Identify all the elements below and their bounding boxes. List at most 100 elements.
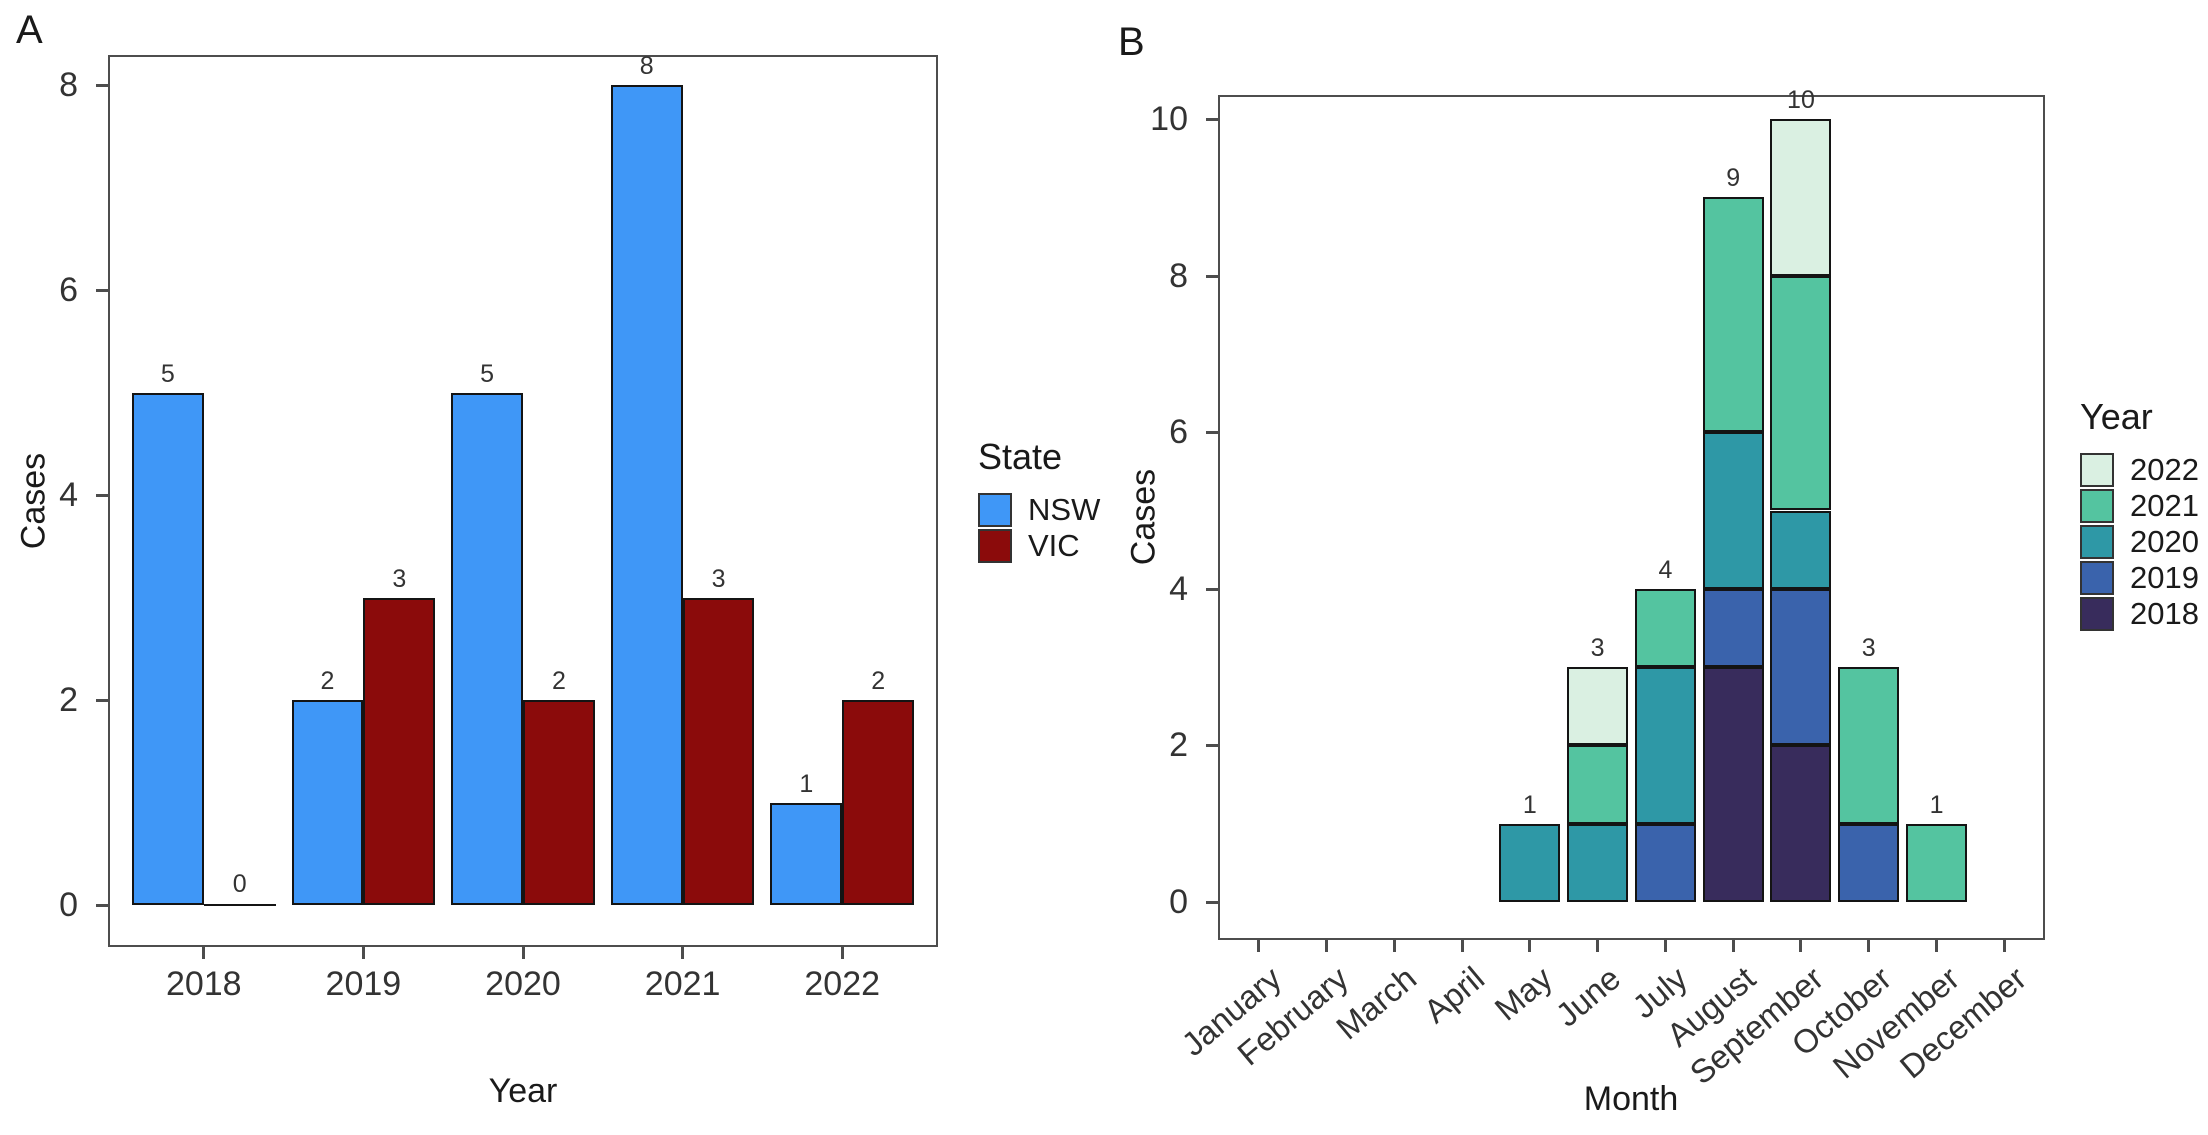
panel-b-legend-item-2021: 2021 — [2080, 488, 2199, 524]
panel-b-legend-swatch-2018 — [2080, 597, 2114, 631]
panel-a-zero-bar-vic-2018 — [203, 904, 276, 906]
panel-a-x-tick — [202, 947, 206, 959]
panel-b-plot — [1218, 95, 2045, 940]
panel-b-legend-swatch-2021 — [2080, 489, 2114, 523]
panel-a-x-tick — [361, 947, 365, 959]
panel-b-stack-total-label: 9 — [1726, 164, 1741, 193]
panel-a-bar-value-label: 3 — [392, 564, 407, 593]
panel-a-legend-item-label: VIC — [1028, 528, 1080, 563]
panel-b-legend-item-label: 2022 — [2130, 452, 2199, 487]
panel-a-y-tick — [96, 494, 108, 497]
panel-b-legend-item-label: 2019 — [2130, 560, 2199, 595]
panel-b-stack-total-label: 1 — [1522, 790, 1537, 819]
panel-b-segment-2020-july — [1634, 667, 1696, 824]
panel-b-legend-title: Year — [2080, 396, 2153, 437]
panel-a-bar-value-label: 0 — [232, 870, 247, 898]
panel-a-bar-value-label: 8 — [639, 52, 654, 80]
panel-a-bar-vic-2020 — [523, 700, 595, 905]
panel-b-legend-item-2019: 2019 — [2080, 560, 2199, 596]
panel-a-x-axis-title: Year — [488, 1072, 558, 1110]
panel-a-x-tick-label: 2020 — [485, 965, 561, 1003]
panel-a-y-tick-label: 4 — [59, 476, 78, 514]
panel-b-y-axis-title: Cases — [1124, 468, 1163, 566]
panel-b-y-tick-label: 8 — [1169, 256, 1188, 295]
panel-a-legend: State NSW VIC — [978, 436, 1100, 564]
panel-a-y-tick — [96, 699, 108, 702]
panel-a-bar-value-label: 3 — [711, 564, 726, 593]
panel-b-segment-2021-august — [1702, 197, 1764, 433]
panel-b-segment-2022-september — [1770, 119, 1832, 276]
panel-b-x-tick — [1596, 940, 1600, 952]
panel-a-bar-nsw-2019 — [291, 700, 364, 905]
panel-b-segment-2020-august — [1702, 432, 1764, 589]
panel-a-bar-value-label: 5 — [480, 359, 495, 388]
panel-b-y-tick-label: 2 — [1169, 726, 1188, 765]
panel-b-segment-2018-september — [1770, 745, 1832, 902]
panel-b-x-tick — [1460, 940, 1464, 952]
panel-a-x-tick — [681, 947, 685, 959]
panel-a-y-tick-label: 0 — [59, 886, 78, 924]
panel-b-segment-2020-may — [1499, 823, 1561, 902]
panel-b-legend-item-2022: 2022 — [2080, 452, 2199, 488]
panel-b-legend-swatch-2019 — [2080, 561, 2114, 595]
panel-a-y-tick — [96, 289, 108, 292]
panel-b-stack-total-label: 10 — [1787, 86, 1815, 114]
panel-a-legend-items: NSW VIC — [978, 492, 1100, 564]
panel-a-x-tick-label: 2019 — [325, 965, 402, 1003]
panel-a-letter: A — [16, 8, 43, 52]
panel-b-y-tick-label: 0 — [1169, 883, 1188, 921]
panel-b-x-tick — [1257, 940, 1261, 952]
panel-b-x-tick — [1731, 940, 1735, 952]
panel-b-x-tick — [1528, 940, 1532, 952]
panel-a-bar-nsw-2022 — [770, 802, 843, 905]
panel-a-bar-value-label: 2 — [871, 667, 886, 695]
panel-b-y-tick — [1206, 587, 1218, 591]
panel-a-y-tick-label: 8 — [59, 66, 78, 104]
panel-b-stack-total-label: 3 — [1861, 634, 1876, 663]
panel-b-y-tick — [1206, 274, 1218, 278]
panel-b-segment-2019-september — [1770, 588, 1832, 746]
panel-b-legend-items: 2022 2021 2020 2019 2018 — [2080, 452, 2199, 632]
panel-a-x-tick-label: 2018 — [165, 965, 242, 1003]
panel-b-y-tick — [1206, 901, 1218, 904]
panel-a-y-tick — [96, 904, 108, 907]
panel-a-x-tick-label: 2021 — [644, 965, 721, 1003]
panel-a-x-tick-label: 2022 — [804, 965, 881, 1003]
panel-b-x-axis-title: Month — [1583, 1080, 1679, 1118]
panel-b-stack-total-label: 3 — [1590, 634, 1605, 663]
panel-b-x-tick — [1663, 940, 1667, 952]
panel-a-bar-value-label: 1 — [799, 769, 814, 798]
panel-a-bar-value-label: 2 — [320, 667, 335, 695]
panel-b-y-tick — [1206, 431, 1218, 435]
panel-a-bar-value-label: 2 — [551, 667, 566, 695]
panel-b-x-tick — [1392, 940, 1396, 952]
panel-b-letter: B — [1118, 20, 1145, 64]
panel-b-segment-2022-june — [1567, 667, 1629, 746]
panel-b-stack-total-label: 1 — [1929, 790, 1944, 819]
panel-b-legend: Year 2022 2021 2020 2019 2018 — [2080, 396, 2199, 632]
panel-b-segment-2021-september — [1770, 275, 1832, 511]
panel-a-bar-nsw-2021 — [610, 85, 683, 905]
panel-a-bar-vic-2021 — [682, 597, 755, 905]
panel-a-legend-item-vic: VIC — [978, 528, 1100, 564]
panel-a-legend-swatch-vic — [978, 529, 1012, 563]
panel-a-legend-item-label: NSW — [1028, 492, 1101, 527]
panel-b-legend-swatch-2020 — [2080, 525, 2114, 559]
panel-b-segment-2021-november — [1906, 823, 1968, 902]
panel-a-legend-item-nsw: NSW — [978, 492, 1100, 528]
panel-b-y-tick-label: 6 — [1169, 413, 1188, 452]
panel-b-segment-2019-august — [1702, 588, 1764, 668]
panel-b-segment-2021-october — [1838, 667, 1900, 824]
panel-a-y-tick-label: 2 — [59, 681, 78, 719]
panel-a-bar-vic-2022 — [842, 700, 915, 905]
panel-a-bar-nsw-2018 — [131, 392, 204, 905]
panel-a-bar-value-label: 5 — [160, 359, 175, 388]
panel-b-x-tick — [1799, 940, 1803, 952]
panel-a-legend-title: State — [978, 436, 1063, 477]
panel-b-y-tick — [1206, 744, 1218, 748]
panel-b-segment-2020-september — [1770, 510, 1832, 589]
panel-b-x-tick — [1867, 940, 1871, 952]
panel-a-bar-nsw-2020 — [451, 392, 523, 905]
panel-b-y-tick — [1206, 118, 1218, 121]
